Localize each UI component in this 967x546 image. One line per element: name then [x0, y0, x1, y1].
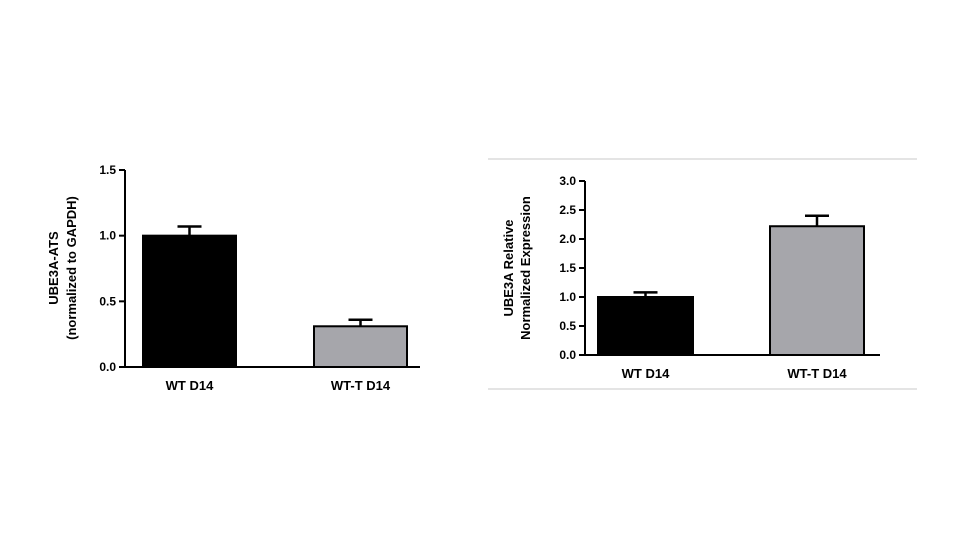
y-tick-label: 1.5 — [559, 261, 576, 275]
bar-2 — [313, 325, 408, 368]
y-tick-label: 1.0 — [99, 229, 116, 243]
y-tick-label: 1.5 — [99, 163, 116, 177]
y-tick-label: 2.0 — [559, 232, 576, 246]
bar-2 — [769, 225, 865, 356]
x-tick-label: WT D14 — [166, 378, 214, 393]
x-tick-label: WT D14 — [622, 366, 670, 381]
y-tick-label: 0.0 — [559, 348, 576, 362]
chart-ube3a-ats: WT D14 WT-T D14 0.0 0.5 1.0 1.5 UBE3A-ATS (norm… — [46, 163, 420, 393]
y-tick-label: 3.0 — [559, 174, 576, 188]
y-axis-title-line-1: UBE3A-ATS — [46, 231, 61, 305]
chart-ube3a-relative-expression: WT D14 WT-T D14 0.0 0.5 1.0 1.5 2.0 2.5 3.0 UBE3A… — [501, 174, 880, 381]
y-axis-title-line-1: UBE3A Relative — [501, 219, 516, 316]
y-tick-label: 0.0 — [99, 360, 116, 374]
y-tick-label: 0.5 — [99, 294, 116, 308]
x-tick-label: WT-T D14 — [787, 366, 847, 381]
y-axis-title-line-2: Normalized Expression — [518, 196, 533, 340]
bar-1 — [597, 296, 694, 356]
y-tick-label: 2.5 — [559, 203, 576, 217]
y-tick-label: 1.0 — [559, 290, 576, 304]
y-tick-label: 0.5 — [559, 319, 576, 333]
bar-1 — [142, 234, 237, 368]
y-axis-title-line-2: (normalized to GAPDH) — [64, 196, 79, 340]
x-tick-label: WT-T D14 — [331, 378, 391, 393]
